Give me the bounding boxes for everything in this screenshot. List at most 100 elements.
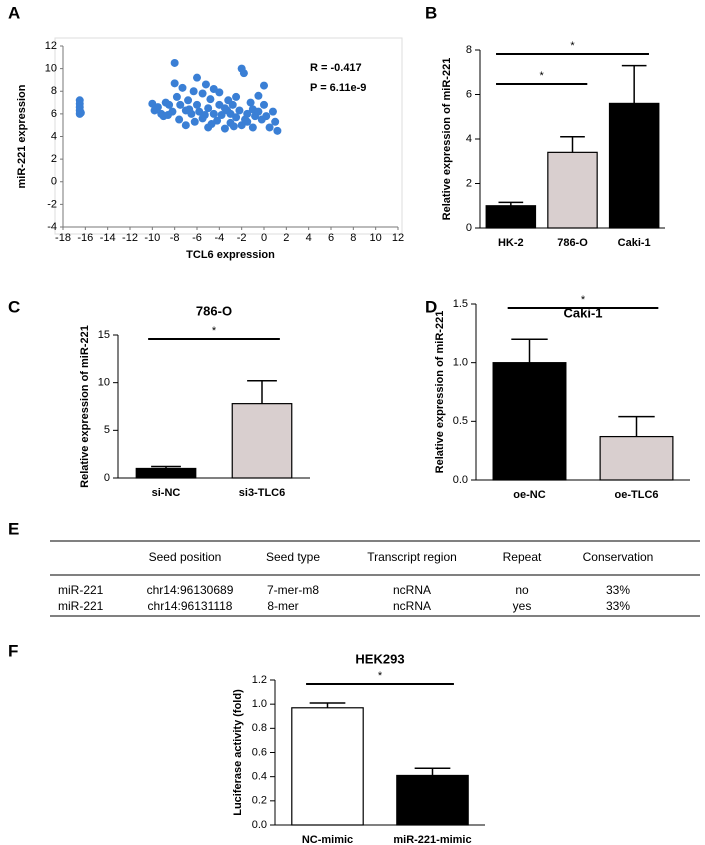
point — [215, 88, 224, 97]
point — [254, 91, 263, 100]
point — [172, 92, 181, 101]
table-cell: 33% — [606, 583, 630, 597]
table-header: Repeat — [503, 550, 542, 564]
x-tick-label: 2 — [283, 232, 289, 244]
y-tick-label: 0.8 — [252, 722, 267, 734]
bar — [608, 102, 660, 229]
x-tick-label: 0 — [261, 232, 267, 244]
table-panel-label: E — [8, 519, 19, 538]
y-tick-label: 0 — [51, 176, 57, 188]
table-row-name: miR-221 — [58, 599, 104, 613]
point — [193, 73, 201, 82]
point — [207, 120, 216, 129]
bar — [135, 467, 197, 479]
y-tick-label: 1.5 — [453, 298, 468, 310]
significance-label: * — [378, 670, 383, 682]
y-tick-label: 2 — [51, 153, 57, 165]
y-tick-label: 0.0 — [252, 819, 267, 831]
point — [232, 113, 241, 122]
panel-label: B — [425, 3, 437, 22]
table-header: Seed position — [149, 550, 222, 564]
point — [235, 106, 244, 115]
point — [200, 111, 209, 120]
bar — [231, 403, 293, 479]
y-tick-label: 0.4 — [252, 771, 267, 783]
point — [76, 108, 85, 117]
y-axis-label: Relative expression of miR-221 — [441, 58, 453, 221]
panel-label: A — [8, 3, 20, 22]
point — [260, 100, 268, 109]
x-tick-label: miR-221-mimic — [393, 834, 471, 845]
table-cell: ncRNA — [393, 583, 431, 597]
point — [262, 112, 271, 121]
point — [228, 100, 237, 109]
point — [150, 106, 159, 115]
x-tick-label: -8 — [170, 232, 180, 244]
point — [175, 115, 184, 124]
point — [246, 98, 255, 107]
point — [223, 106, 232, 115]
point — [193, 100, 201, 109]
point — [206, 95, 215, 104]
table-cell: chr14:96130689 — [147, 583, 234, 597]
point — [165, 100, 174, 109]
y-tick-label: 4 — [466, 133, 472, 145]
chart-title: Caki-1 — [563, 305, 602, 320]
x-axis-label: TCL6 expression — [186, 249, 275, 261]
annotation: R = -0.417 — [310, 62, 362, 74]
bar — [291, 707, 364, 826]
table-cell: 33% — [606, 599, 630, 613]
bar — [547, 151, 598, 229]
x-tick-label: si3-TLC6 — [239, 487, 285, 499]
y-tick-label: 1.2 — [252, 674, 267, 686]
bar — [492, 362, 567, 481]
table-cell: no — [515, 583, 529, 597]
point — [241, 115, 250, 124]
point — [273, 126, 282, 135]
y-tick-label: -4 — [47, 221, 57, 233]
x-tick-label: 8 — [350, 232, 356, 244]
x-tick-label: Caki-1 — [618, 237, 651, 249]
point — [181, 121, 190, 130]
y-tick-label: -2 — [47, 198, 57, 210]
y-tick-label: 0.2 — [252, 795, 267, 807]
significance-label: * — [570, 40, 575, 52]
y-tick-label: 0 — [104, 472, 110, 484]
y-tick-label: 6 — [466, 88, 472, 100]
y-tick-label: 12 — [45, 40, 57, 52]
table-header: Conservation — [583, 550, 654, 564]
y-tick-label: 1.0 — [252, 698, 267, 710]
x-tick-label: oe-TLC6 — [615, 489, 659, 501]
x-tick-label: 6 — [328, 232, 334, 244]
bar — [599, 435, 674, 481]
x-tick-label: -16 — [77, 232, 93, 244]
x-tick-label: NC-mimic — [302, 834, 353, 845]
table: Seed position Seed type Transcript regio… — [58, 550, 653, 613]
point — [268, 107, 277, 116]
y-tick-label: 0 — [466, 222, 472, 234]
x-tick-label: oe-NC — [513, 489, 545, 501]
y-tick-label: 0.6 — [252, 746, 267, 758]
chart-title: HEK293 — [355, 651, 404, 666]
point — [190, 117, 199, 126]
bar — [396, 774, 469, 826]
x-tick-label: 786-O — [557, 237, 588, 249]
panel-label: C — [8, 297, 20, 316]
y-tick-label: 15 — [98, 329, 110, 341]
y-tick-label: 0.0 — [453, 474, 468, 486]
y-tick-label: 5 — [104, 424, 110, 436]
y-tick-label: 0.5 — [453, 415, 468, 427]
point — [254, 107, 263, 116]
y-tick-label: 10 — [98, 377, 110, 389]
table-header: Seed type — [266, 550, 320, 564]
point — [75, 96, 84, 105]
y-tick-label: 2 — [466, 177, 472, 189]
point — [239, 69, 248, 78]
x-tick-label: 12 — [392, 232, 404, 244]
point — [260, 81, 268, 90]
x-tick-label: HK-2 — [498, 237, 524, 249]
x-tick-label: -12 — [122, 232, 138, 244]
x-tick-label: -6 — [192, 232, 202, 244]
annotation: P = 6.11e-9 — [310, 82, 366, 94]
point — [265, 123, 274, 132]
